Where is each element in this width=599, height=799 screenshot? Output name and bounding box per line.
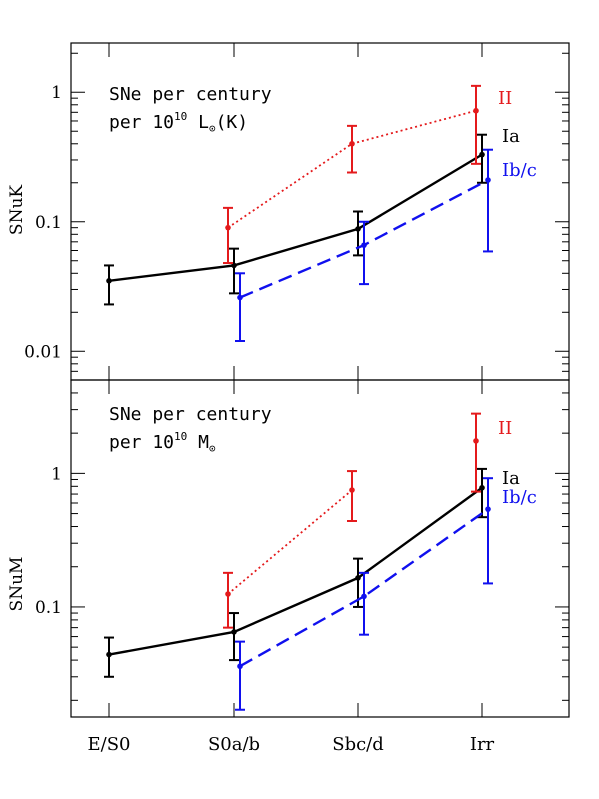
top-series-ii-label: II <box>498 88 512 109</box>
bottom-series-ii-line <box>227 489 353 595</box>
bottom-ytick-label: 0.1 <box>35 598 62 618</box>
x-label-e-s0: E/S0 <box>88 734 131 755</box>
top-ylabel: SNuK <box>7 185 27 235</box>
top-ytick-label: 1 <box>51 83 62 103</box>
top-series-ib-c-point <box>237 294 243 301</box>
top-series-ii-point <box>225 224 231 231</box>
plot-layer: 0.01 0.1 1 Ia II Ib/c 0.1 1 Ia II Ib/c <box>24 43 569 717</box>
bottom-series-ia-label: Ia <box>502 468 520 489</box>
bottom-annotation-unit: M <box>187 432 209 453</box>
bottom-annotation-exp: 10 <box>174 430 187 443</box>
top-annotation-sun: ⊙ <box>209 122 216 135</box>
bottom-annotation-per: per 10 <box>109 432 174 453</box>
bottom-ylabel: SNuM <box>7 557 27 612</box>
bottom-annotation-line2: per 1010 M⊙ <box>109 430 216 455</box>
top-annotation-exp: 10 <box>174 110 187 123</box>
x-label-sbc-d: Sbc/d <box>332 734 384 755</box>
bottom-series-ib-c-point <box>237 663 243 670</box>
x-label-irr: Irr <box>470 734 495 755</box>
bottom-series-ib-c-point <box>361 593 367 600</box>
top-ytick-label: 0.1 <box>35 213 62 233</box>
top-annotation-band: (K) <box>216 112 249 133</box>
bottom-series-ia-point <box>231 629 237 635</box>
top-series-ib-c-point <box>485 177 491 183</box>
bottom-series-ii-label: II <box>498 418 512 439</box>
top-series-ib-c-point <box>361 242 367 248</box>
top-series-ii-point <box>349 140 355 147</box>
bottom-series-ii-point <box>473 438 479 444</box>
top-annotation-line2: per 1010 L⊙(K) <box>109 110 248 135</box>
top-series-ia-point <box>479 151 485 158</box>
bottom-series-ib-c-line <box>239 508 489 668</box>
top-series-ib-c-label: Ib/c <box>502 160 537 181</box>
top-annotation-line1: SNe per century <box>109 84 272 105</box>
bottom-series-ii-point <box>225 591 231 597</box>
bottom-series-ia-point <box>479 484 485 491</box>
top-series-ii-point <box>473 107 479 114</box>
bottom-panel-frame <box>70 379 570 718</box>
top-series-ia-point <box>106 278 112 284</box>
bottom-series-ia-point <box>355 575 361 581</box>
top-series-ia-label: Ia <box>502 126 520 147</box>
bottom-series-ib-c-label: Ib/c <box>502 487 537 508</box>
bottom-ytick-label: 1 <box>51 464 62 484</box>
bottom-series-ia-point <box>106 651 112 658</box>
bottom-series-ia-line <box>108 486 483 656</box>
top-ytick-label: 0.01 <box>24 342 62 362</box>
top-annotation-unit: L <box>187 112 209 133</box>
top-series-ii-line <box>227 109 477 229</box>
top-series-ia-point <box>355 226 361 232</box>
bottom-series-ii-point <box>349 487 355 493</box>
top-series-ia-line <box>108 153 483 282</box>
bottom-annotation-sun: ⊙ <box>209 442 216 455</box>
top-annotation-per: per 10 <box>109 112 174 133</box>
x-label-s0a-b: S0a/b <box>208 734 260 755</box>
bottom-series-ib-c-point <box>485 506 491 512</box>
bottom-annotation-line1: SNe per century <box>109 404 272 425</box>
